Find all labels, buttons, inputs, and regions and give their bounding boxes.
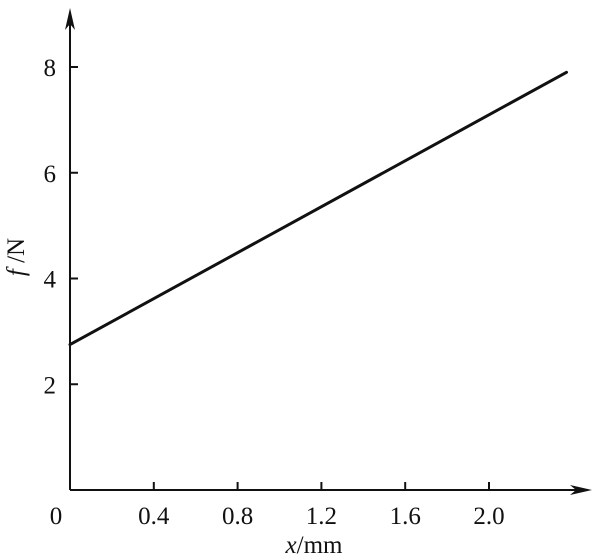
y-axis-label-variable: f: [3, 266, 30, 276]
x-tick-label: 0.4: [138, 503, 170, 530]
y-tick-label: 2: [44, 372, 57, 399]
y-tick-label: 4: [44, 267, 57, 294]
series-line: [68, 70, 569, 347]
x-axis-label: x/mm: [285, 532, 344, 557]
origin-label: 0: [50, 503, 63, 530]
x-tick-label: 1.2: [306, 503, 337, 530]
axes-layer: [65, 8, 592, 495]
ticks-layer: 0.4 0.8 1.2 1.6 2.0 2 4 6 8: [44, 55, 505, 530]
x-tick-label: 2.0: [473, 503, 504, 530]
y-axis-label: f /N: [3, 238, 30, 276]
x-tick-label: 1.6: [390, 503, 421, 530]
x-axis-arrowhead: [570, 485, 592, 495]
y-tick-label: 6: [44, 161, 57, 188]
x-axis-label-unit: /mm: [297, 532, 343, 557]
y-tick-label: 8: [44, 55, 57, 82]
y-axis-label-unit: /N: [3, 238, 30, 269]
series-layer: [68, 70, 569, 347]
x-tick-label: 0.8: [222, 503, 253, 530]
y-axis-arrowhead: [65, 8, 75, 30]
x-axis-label-variable: x: [285, 532, 297, 557]
labels-layer: x/mm f /N 0: [3, 238, 343, 557]
